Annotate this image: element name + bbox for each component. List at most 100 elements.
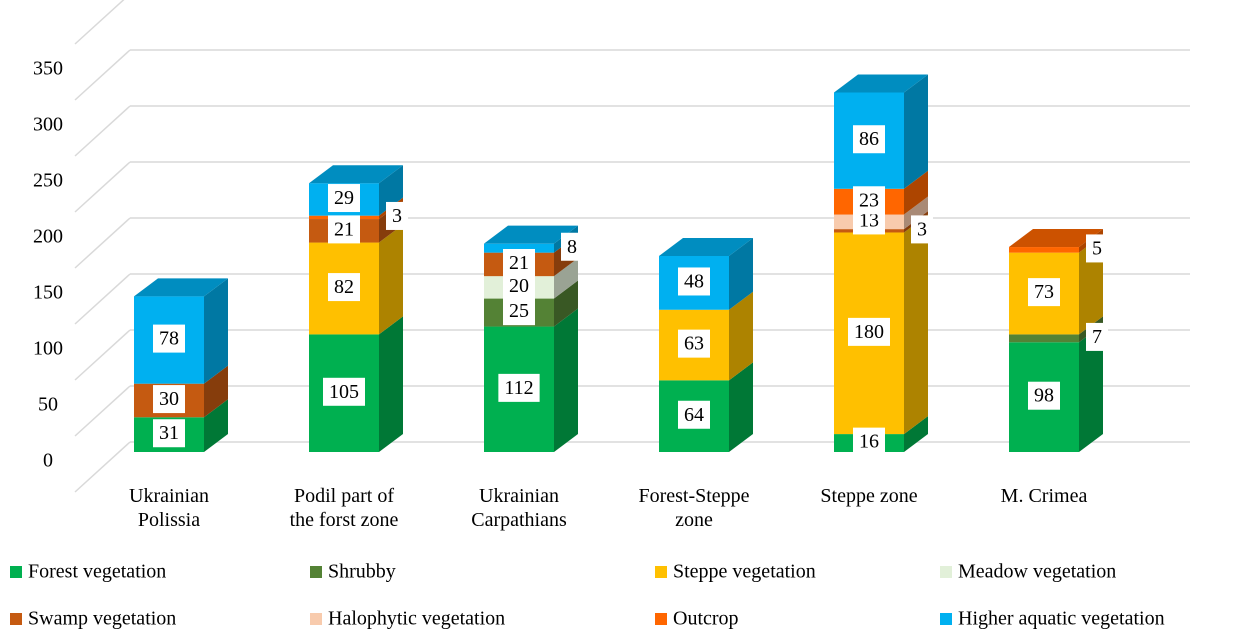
bar-side [554, 308, 578, 452]
data-label: 105 [329, 381, 359, 403]
data-label: 23 [859, 189, 879, 211]
data-label: 3 [392, 205, 402, 227]
data-label: 20 [509, 275, 529, 297]
data-label-box [1028, 278, 1060, 307]
bar-side [204, 399, 228, 452]
legend-label: Shrubby [328, 561, 396, 583]
data-label-box [853, 427, 885, 456]
data-label-box [503, 248, 535, 277]
data-label: 7 [1092, 326, 1102, 348]
y-tick-label: 100 [33, 338, 63, 360]
bar-side [904, 170, 928, 215]
legend-swatch [10, 613, 22, 625]
y-tick-label: 300 [33, 114, 63, 136]
data-label: 64 [684, 404, 704, 426]
data-label-box [153, 419, 185, 448]
data-label-box [561, 232, 583, 261]
bar-side [204, 278, 228, 384]
y-tick-label: 350 [33, 58, 63, 80]
grid-line [74, 49, 131, 101]
bar-side [554, 258, 578, 299]
bar-side [204, 365, 228, 418]
grid-line [74, 161, 131, 213]
data-label-box [328, 215, 360, 244]
bar-side [729, 238, 753, 310]
bar-top [309, 165, 403, 184]
data-label: 5 [1092, 237, 1102, 259]
bar-side [379, 165, 403, 216]
data-label-box [328, 184, 360, 213]
bar [1009, 247, 1079, 253]
data-label: 82 [334, 276, 354, 298]
bar-side [904, 214, 928, 435]
data-label-box [911, 215, 933, 244]
grid-line [74, 273, 131, 325]
bar-side [379, 316, 403, 452]
legend-label: Steppe vegetation [673, 561, 816, 583]
data-label-box [1086, 322, 1108, 351]
data-label: 48 [684, 270, 704, 292]
bar-top [659, 238, 753, 256]
bar-side [729, 291, 753, 381]
x-tick-label: Podil part of the forst zone [289, 485, 399, 531]
x-tick-label: M. Crimea [1000, 485, 1088, 507]
data-label: 3 [917, 218, 927, 240]
legend-swatch [940, 566, 952, 578]
data-label: 8 [567, 236, 577, 258]
legend-swatch [655, 566, 667, 578]
data-label-box [498, 373, 540, 402]
data-label-box [678, 400, 710, 429]
legend-swatch [310, 613, 322, 625]
grid-line [74, 217, 131, 269]
grid-line [74, 329, 131, 381]
data-label: 180 [854, 321, 884, 343]
grid-line [74, 105, 131, 157]
data-label-box [386, 201, 408, 230]
y-tick-label: 200 [33, 226, 63, 248]
grid-line [74, 0, 125, 45]
legend-label: Higher aquatic vegetation [958, 608, 1165, 630]
data-label-box [678, 329, 710, 358]
bar-side [904, 416, 928, 452]
grid-line [74, 385, 131, 437]
y-tick-label: 150 [33, 282, 63, 304]
data-label: 25 [509, 300, 529, 322]
bar [484, 243, 554, 253]
legend-swatch [310, 566, 322, 578]
bar [1009, 334, 1079, 343]
data-label-box [848, 317, 890, 346]
data-label: 98 [1034, 385, 1054, 407]
grid-line [74, 441, 131, 493]
bar-top [134, 278, 228, 297]
bar-side [904, 196, 928, 230]
data-label-box [153, 324, 185, 353]
legend-label: Outcrop [673, 608, 739, 630]
data-label: 73 [1034, 281, 1054, 303]
bar-side [379, 224, 403, 335]
bar-side [554, 280, 578, 327]
legend-label: Halophytic vegetation [328, 608, 505, 630]
data-label-box [323, 377, 365, 406]
y-tick-label: 0 [43, 450, 53, 472]
data-label: 86 [859, 128, 879, 150]
bar-side [729, 362, 753, 452]
bar-top [834, 74, 928, 93]
data-label-box [1028, 381, 1060, 410]
data-label: 30 [159, 388, 179, 410]
legend-swatch [655, 613, 667, 625]
y-tick-label: 50 [38, 394, 58, 416]
data-label: 21 [509, 252, 529, 274]
legend-label: Forest vegetation [28, 561, 166, 583]
data-label: 78 [159, 328, 179, 350]
data-label: 29 [334, 187, 354, 209]
data-label: 112 [504, 377, 533, 399]
data-label-box [678, 267, 710, 296]
data-label-box [503, 297, 535, 326]
bar-top [1009, 229, 1103, 248]
data-label-box [853, 125, 885, 154]
bar-side [904, 74, 928, 189]
data-label-box [328, 273, 360, 302]
bar-side [1079, 324, 1103, 452]
